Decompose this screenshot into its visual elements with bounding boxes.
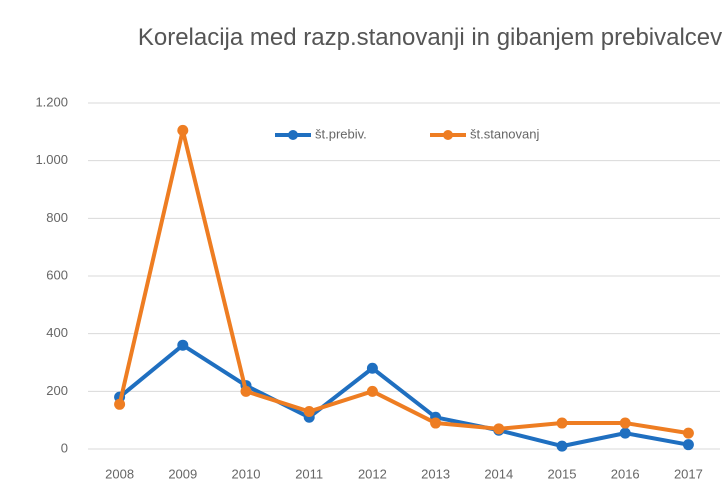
data-point bbox=[177, 339, 189, 351]
data-point bbox=[619, 427, 631, 439]
x-tick-label: 2016 bbox=[611, 466, 640, 481]
data-point bbox=[366, 362, 378, 374]
legend-label: št.prebiv. bbox=[315, 126, 367, 141]
x-tick-label: 2017 bbox=[674, 466, 703, 481]
legend-label: št.stanovanj bbox=[470, 126, 539, 141]
legend-marker bbox=[443, 130, 453, 140]
x-tick-label: 2011 bbox=[295, 466, 323, 481]
data-point bbox=[177, 124, 189, 136]
data-point bbox=[682, 439, 694, 451]
y-tick-label: 1.200 bbox=[35, 94, 68, 109]
data-point bbox=[556, 440, 568, 452]
data-point bbox=[493, 423, 505, 435]
x-tick-label: 2014 bbox=[484, 466, 513, 481]
y-tick-label: 600 bbox=[46, 267, 68, 282]
x-tick-label: 2012 bbox=[358, 466, 387, 481]
x-tick-label: 2008 bbox=[105, 466, 134, 481]
x-tick-label: 2015 bbox=[548, 466, 577, 481]
legend-marker bbox=[288, 130, 298, 140]
chart-title: Korelacija med razp.stanovanji in gibanj… bbox=[137, 24, 723, 51]
series-line bbox=[118, 343, 689, 449]
data-point bbox=[240, 385, 252, 397]
data-point bbox=[556, 417, 568, 429]
y-tick-label: 400 bbox=[46, 325, 68, 340]
data-point bbox=[114, 398, 126, 410]
y-tick-label: 200 bbox=[46, 383, 68, 398]
data-point bbox=[366, 385, 378, 397]
x-tick-label: 2013 bbox=[421, 466, 450, 481]
data-point bbox=[619, 417, 631, 429]
data-point bbox=[430, 417, 442, 429]
y-tick-label: 1.000 bbox=[35, 152, 68, 167]
x-tick-label: 2009 bbox=[168, 466, 197, 481]
x-tick-label: 2010 bbox=[232, 466, 261, 481]
y-tick-label: 800 bbox=[46, 210, 68, 225]
data-point bbox=[303, 406, 315, 418]
series-line bbox=[117, 128, 689, 436]
data-point bbox=[682, 427, 694, 439]
y-tick-label: 0 bbox=[61, 440, 68, 455]
